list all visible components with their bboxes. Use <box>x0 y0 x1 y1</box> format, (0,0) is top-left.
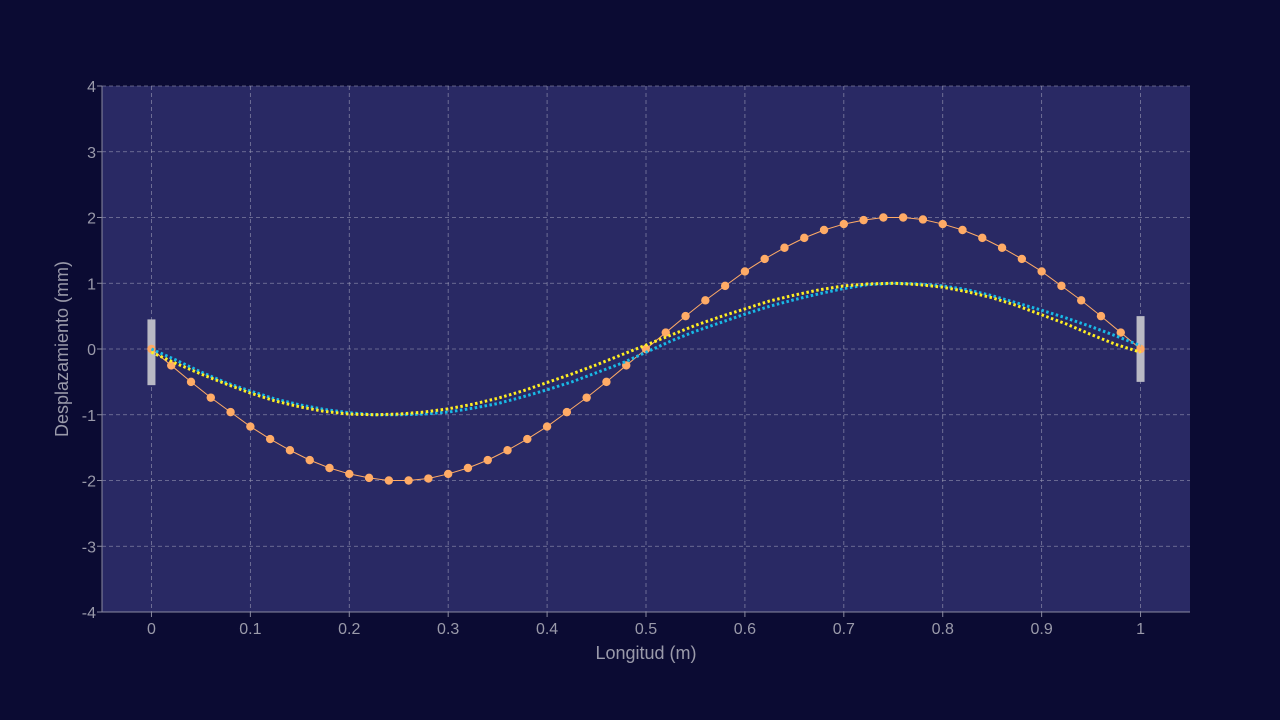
data-point <box>978 233 987 243</box>
data-point <box>819 225 829 235</box>
data-point <box>1057 281 1066 291</box>
data-point <box>246 422 255 431</box>
data-point <box>345 469 354 479</box>
data-point <box>305 455 314 465</box>
data-point <box>186 377 196 387</box>
data-point <box>1116 328 1125 337</box>
x-tick-label: 0.2 <box>338 621 360 638</box>
data-point <box>800 233 809 243</box>
y-tick-label: 3 <box>87 145 96 162</box>
x-tick-labels: 0 0.1 0.2 0.3 0.4 0.5 0.6 0.7 0.8 0.9 1 <box>147 612 1145 638</box>
data-point <box>167 361 176 370</box>
data-point <box>483 455 492 465</box>
y-tick-label: 2 <box>87 211 96 228</box>
series-2 <box>150 281 1142 417</box>
data-point <box>958 225 967 235</box>
series <box>147 213 1145 485</box>
data-point <box>206 393 215 402</box>
data-point <box>859 215 868 225</box>
data-point <box>997 243 1007 252</box>
data-point <box>384 476 394 485</box>
series-1 <box>150 281 1142 417</box>
data-point <box>542 422 552 431</box>
data-point <box>325 463 334 473</box>
y-tick-label: -4 <box>82 605 96 622</box>
y-tick-label: -2 <box>82 474 96 491</box>
y-tick-label: 1 <box>87 276 96 293</box>
x-tick-label: 0.9 <box>1031 621 1053 638</box>
series-line-dotted <box>150 281 1142 417</box>
data-point <box>503 446 512 455</box>
data-point <box>285 446 295 455</box>
data-point <box>918 215 928 224</box>
y-tick-label: -1 <box>82 408 96 425</box>
data-point <box>760 254 769 264</box>
x-tick-label: 0.7 <box>833 621 855 638</box>
x-tick-label: 0.3 <box>437 621 459 638</box>
data-point <box>364 473 374 483</box>
x-tick-label: 0.4 <box>536 621 558 638</box>
data-point <box>780 243 789 252</box>
data-point <box>424 474 433 483</box>
x-tick-label: 0.1 <box>239 621 261 638</box>
data-point <box>1096 311 1106 321</box>
data-point <box>602 377 611 387</box>
data-point <box>879 213 888 222</box>
data-point <box>661 328 670 337</box>
x-tick-label: 0.6 <box>734 621 756 638</box>
data-point <box>562 407 572 417</box>
data-point <box>404 476 413 485</box>
data-point <box>523 434 532 444</box>
data-point <box>740 267 750 276</box>
x-tick-label: 0.8 <box>932 621 954 638</box>
data-point <box>1136 344 1145 354</box>
y-tick-label: 0 <box>87 342 96 359</box>
data-point <box>720 281 730 291</box>
x-tick-label: 0.5 <box>635 621 657 638</box>
data-point <box>839 219 849 229</box>
x-tick-label: 1 <box>1136 621 1145 638</box>
data-point <box>701 296 710 305</box>
data-point <box>1077 296 1086 305</box>
x-tick-label: 0 <box>147 621 156 638</box>
series-line-dotted <box>150 281 1142 417</box>
data-point <box>641 344 651 354</box>
data-point <box>463 463 473 473</box>
data-point <box>1017 254 1027 264</box>
data-point <box>443 469 453 479</box>
y-tick-label: -3 <box>82 539 96 556</box>
data-point <box>681 311 690 321</box>
data-point <box>226 407 235 417</box>
data-point <box>898 213 908 222</box>
data-point <box>1037 267 1046 276</box>
data-point <box>582 393 591 402</box>
y-tick-label: 4 <box>87 79 96 96</box>
y-axis-title: Desplazamiento (mm) <box>52 261 72 437</box>
series-0 <box>147 213 1145 485</box>
x-axis-title: Longitud (m) <box>595 643 696 663</box>
data-point <box>265 434 275 444</box>
data-point <box>938 219 947 229</box>
y-tick-labels: -4 -3 -2 -1 0 1 2 3 4 <box>82 79 102 622</box>
